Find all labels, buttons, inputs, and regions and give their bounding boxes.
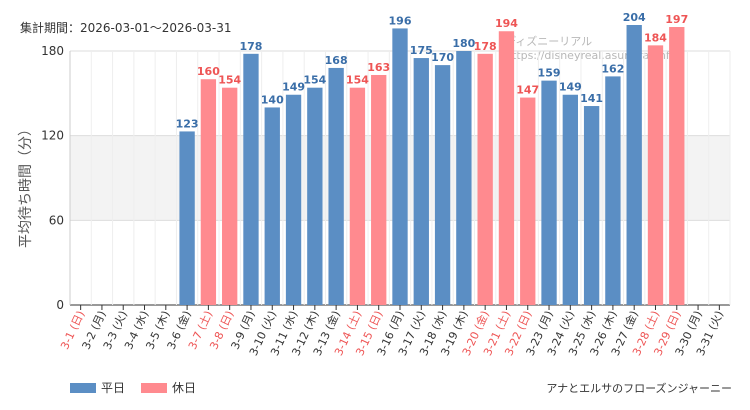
- data-label: 154: [346, 74, 369, 87]
- period-label: 集計期間：2026-03-01〜2026-03-31: [20, 21, 232, 35]
- data-label: 162: [601, 62, 624, 75]
- y-tick-label: 60: [49, 213, 64, 227]
- bar-3-11: [285, 94, 302, 305]
- data-label: 163: [367, 61, 390, 74]
- legend-item-holiday[interactable]: 休日: [141, 379, 196, 396]
- data-label: 147: [516, 84, 539, 97]
- y-tick-label: 180: [41, 44, 64, 58]
- bar-3-18: [434, 65, 451, 305]
- data-label: 123: [176, 117, 199, 130]
- data-label: 175: [410, 44, 433, 57]
- bar-3-26: [605, 76, 621, 306]
- data-label: 141: [580, 92, 603, 105]
- bar-3-22: [520, 97, 536, 305]
- data-label: 180: [452, 37, 475, 50]
- bar-3-14: [349, 87, 366, 305]
- bar-3-29: [669, 27, 685, 306]
- data-label: 149: [282, 81, 305, 94]
- bar-3-15: [371, 74, 387, 305]
- data-label: 197: [665, 13, 688, 26]
- y-tick-label: 0: [56, 298, 64, 312]
- data-label: 178: [474, 40, 497, 53]
- legend-label-weekday: 平日: [101, 381, 126, 395]
- bar-3-24: [562, 94, 578, 305]
- data-label: 168: [325, 54, 348, 67]
- legend-item-weekday[interactable]: 平日: [70, 379, 125, 396]
- bar-3-9: [243, 53, 259, 306]
- data-label: 170: [431, 51, 454, 64]
- attraction-name: アナとエルサのフローズンジャーニー: [546, 382, 732, 395]
- data-label: 196: [389, 14, 412, 27]
- bar-3-16: [392, 28, 408, 306]
- data-label: 159: [538, 67, 561, 80]
- data-label: 178: [239, 40, 262, 53]
- bar-3-10: [264, 107, 280, 305]
- legend-swatch-holiday: [141, 382, 168, 393]
- legend-label-holiday: 休日: [172, 381, 197, 395]
- bar-3-13: [328, 67, 344, 305]
- data-label: 204: [623, 11, 646, 24]
- data-label: 194: [495, 17, 518, 30]
- bar-3-28: [647, 45, 664, 305]
- bar-3-7: [200, 79, 217, 305]
- bar-3-21: [498, 31, 515, 305]
- bar-3-20: [477, 53, 493, 306]
- bar-3-6: [179, 131, 195, 305]
- bar-3-19: [456, 51, 472, 305]
- bar-3-27: [626, 25, 642, 305]
- data-label: 184: [644, 31, 667, 44]
- legend: 平日 休日: [70, 379, 196, 396]
- data-label: 154: [218, 74, 241, 87]
- bar-3-23: [541, 80, 557, 305]
- bar-3-8: [222, 87, 238, 305]
- bar-3-17: [413, 58, 429, 305]
- data-label: 149: [559, 81, 582, 94]
- data-label: 154: [303, 74, 326, 87]
- bar-3-12: [307, 87, 323, 305]
- data-label: 160: [197, 65, 220, 78]
- bar-3-25: [583, 106, 600, 306]
- y-tick-label: 120: [41, 129, 64, 143]
- data-label: 140: [261, 93, 284, 106]
- legend-swatch-weekday: [70, 382, 96, 393]
